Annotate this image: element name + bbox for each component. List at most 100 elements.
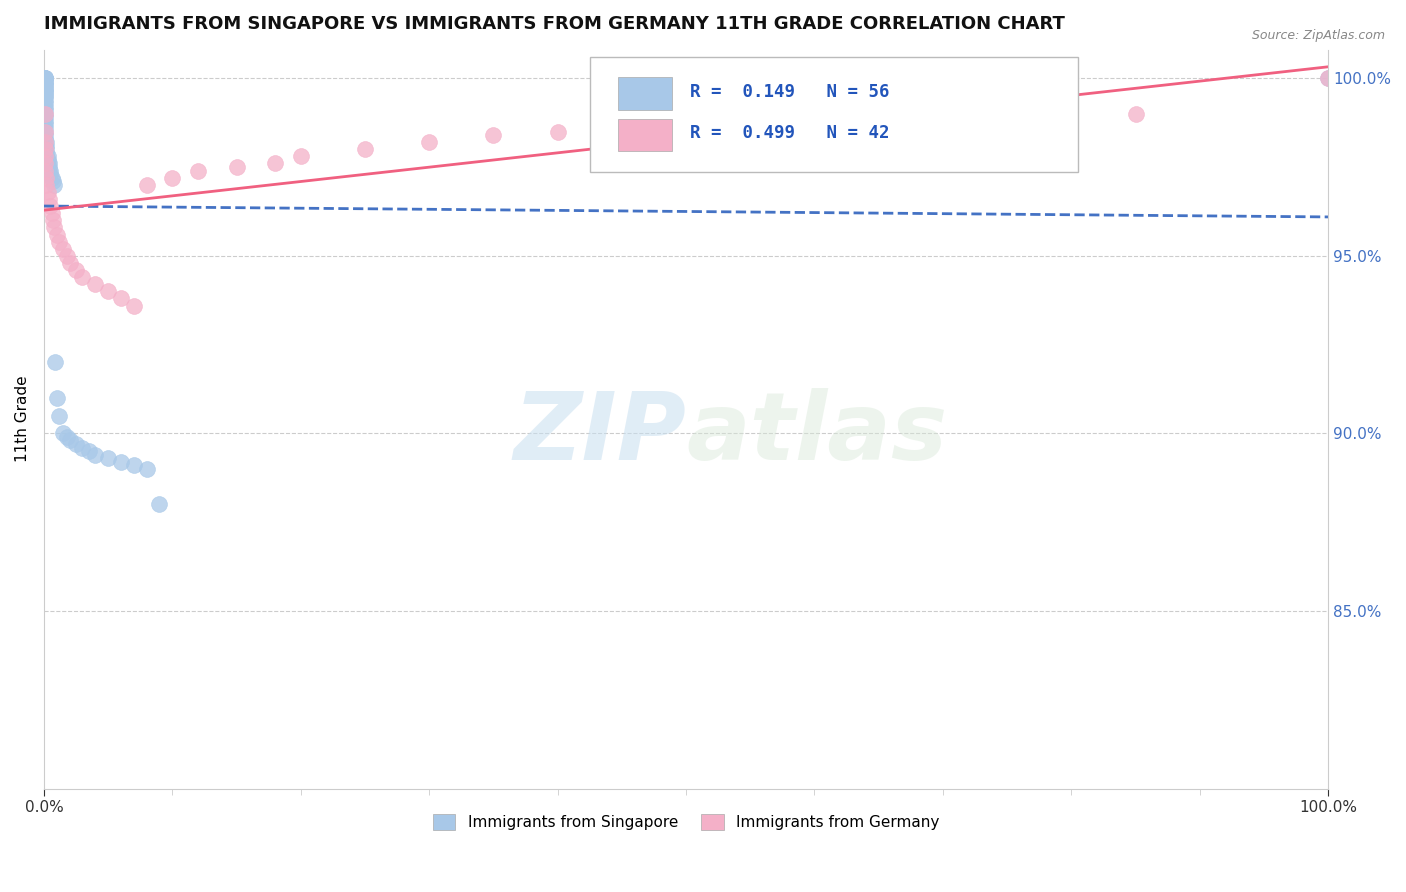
Point	[42, 213, 65, 227]
Point	[97, 451, 120, 466]
Point	[34, 82, 56, 96]
FancyBboxPatch shape	[589, 57, 1078, 172]
Point	[72, 270, 94, 285]
Point	[58, 434, 80, 448]
Legend: Immigrants from Singapore, Immigrants from Germany: Immigrants from Singapore, Immigrants fr…	[426, 808, 946, 837]
Point	[34, 86, 56, 100]
Point	[45, 391, 67, 405]
Point	[148, 497, 170, 511]
Point	[35, 145, 58, 160]
Point	[34, 107, 56, 121]
Point	[34, 142, 56, 156]
Text: R =  0.499   N = 42: R = 0.499 N = 42	[690, 124, 890, 143]
Point	[39, 163, 62, 178]
Point	[34, 75, 56, 89]
Point	[72, 441, 94, 455]
Point	[52, 426, 75, 441]
Point	[84, 277, 107, 292]
Text: atlas: atlas	[686, 388, 948, 480]
Point	[35, 170, 58, 185]
Point	[52, 242, 75, 256]
Point	[34, 71, 56, 86]
Point	[65, 263, 87, 277]
Point	[675, 117, 697, 131]
Point	[34, 78, 56, 93]
Point	[34, 71, 56, 86]
Point	[41, 170, 63, 185]
Point	[56, 430, 79, 444]
Point	[34, 93, 56, 107]
Point	[34, 75, 56, 89]
Point	[162, 170, 184, 185]
Bar	[619, 78, 672, 110]
Point	[34, 96, 56, 111]
Point	[35, 138, 58, 153]
Point	[41, 206, 63, 220]
Text: IMMIGRANTS FROM SINGAPORE VS IMMIGRANTS FROM GERMANY 11TH GRADE CORRELATION CHAR: IMMIGRANTS FROM SINGAPORE VS IMMIGRANTS …	[44, 15, 1064, 33]
Point	[34, 128, 56, 142]
Point	[44, 220, 66, 235]
Point	[34, 156, 56, 170]
Point	[34, 113, 56, 128]
Bar	[619, 119, 672, 151]
Point	[48, 409, 70, 423]
Point	[34, 78, 56, 93]
Point	[34, 149, 56, 163]
Point	[110, 455, 132, 469]
Point	[187, 163, 209, 178]
Point	[122, 299, 145, 313]
Text: ZIP: ZIP	[513, 388, 686, 480]
Point	[38, 160, 60, 174]
Point	[39, 167, 62, 181]
Text: R =  0.149   N = 56: R = 0.149 N = 56	[690, 83, 890, 101]
Point	[65, 437, 87, 451]
Point	[56, 249, 79, 263]
Point	[225, 160, 247, 174]
Y-axis label: 11th Grade: 11th Grade	[15, 376, 30, 462]
Point	[110, 292, 132, 306]
Point	[48, 235, 70, 249]
Point	[290, 149, 312, 163]
Text: Source: ZipAtlas.com: Source: ZipAtlas.com	[1251, 29, 1385, 42]
Point	[547, 124, 569, 138]
Point	[37, 185, 59, 199]
Point	[34, 100, 56, 114]
Point	[354, 142, 377, 156]
Point	[58, 256, 80, 270]
Point	[34, 124, 56, 138]
Point	[38, 192, 60, 206]
Point	[34, 135, 56, 149]
Point	[37, 149, 59, 163]
Point	[42, 174, 65, 188]
Point	[44, 178, 66, 192]
Point	[932, 111, 955, 125]
Point	[1317, 71, 1340, 86]
Point	[34, 89, 56, 103]
Point	[34, 124, 56, 138]
Point	[34, 71, 56, 86]
Point	[135, 462, 157, 476]
Point	[44, 355, 66, 369]
Point	[39, 199, 62, 213]
Point	[34, 71, 56, 86]
Point	[45, 227, 67, 242]
Point	[1125, 107, 1147, 121]
Point	[135, 178, 157, 192]
Point	[97, 285, 120, 299]
Point	[264, 156, 287, 170]
Point	[77, 444, 100, 458]
Point	[35, 142, 58, 156]
Point	[34, 120, 56, 135]
Point	[34, 107, 56, 121]
Point	[34, 86, 56, 100]
Point	[122, 458, 145, 473]
Point	[34, 111, 56, 125]
Point	[34, 89, 56, 103]
Point	[34, 163, 56, 178]
Point	[610, 120, 633, 135]
Point	[37, 153, 59, 167]
Point	[34, 103, 56, 118]
Point	[803, 113, 825, 128]
Point	[35, 178, 58, 192]
Point	[34, 131, 56, 145]
